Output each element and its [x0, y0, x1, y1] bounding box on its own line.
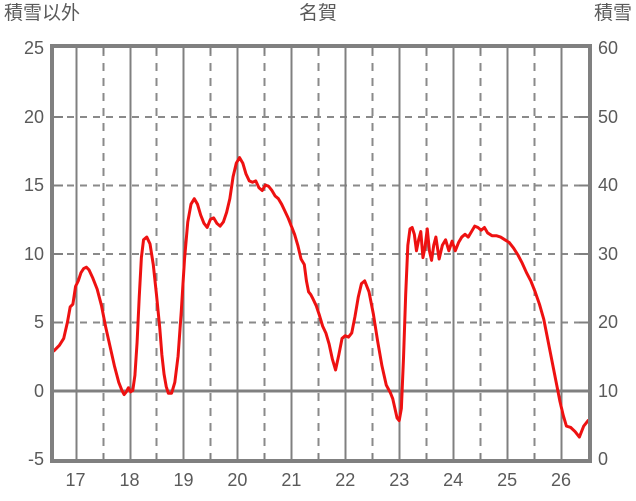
x-axis-tick-label: 24 [443, 470, 464, 490]
y-axis-left-tick-label: 20 [23, 106, 44, 127]
x-axis-tick-label: 26 [551, 470, 572, 490]
x-axis-tick-label: 25 [497, 470, 518, 490]
y-axis-left-tick-label: 15 [23, 175, 44, 195]
y-axis-right-tick-label: 0 [598, 449, 609, 469]
chart-svg [54, 48, 588, 459]
y-axis-left-tick-label: 5 [33, 312, 44, 332]
x-axis-tick-label: 21 [281, 470, 302, 490]
left-axis-title: 積雪以外 [4, 3, 81, 24]
right-axis-title: 積雪 [593, 3, 632, 24]
y-axis-right-tick-label: 20 [598, 312, 619, 332]
y-axis-right-tick-label: 10 [598, 380, 619, 401]
x-axis-tick-label: 23 [389, 470, 410, 490]
y-axis-right-tick-label: 60 [598, 38, 619, 58]
y-axis-right-tick-label: 50 [598, 106, 619, 127]
y-axis-left-tick-label: 10 [23, 243, 44, 264]
y-axis-left-tick-label: 25 [23, 38, 44, 58]
x-axis-tick-label: 18 [119, 470, 140, 490]
x-axis-tick-label: 20 [227, 470, 248, 490]
x-axis-tick-label: 22 [335, 470, 356, 490]
y-axis-left-tick-label: 0 [33, 380, 44, 401]
plot-area [50, 44, 592, 463]
x-axis-tick-label: 19 [173, 470, 194, 490]
data-series-line-0 [54, 156, 588, 439]
chart-title: 名賀 [298, 3, 337, 24]
y-axis-right-tick-label: 30 [598, 243, 619, 264]
x-axis-tick-label: 17 [65, 470, 86, 490]
y-axis-right-tick-label: 40 [598, 175, 619, 195]
y-axis-left-tick-label: -5 [27, 449, 44, 469]
plot-inner [54, 48, 596, 467]
